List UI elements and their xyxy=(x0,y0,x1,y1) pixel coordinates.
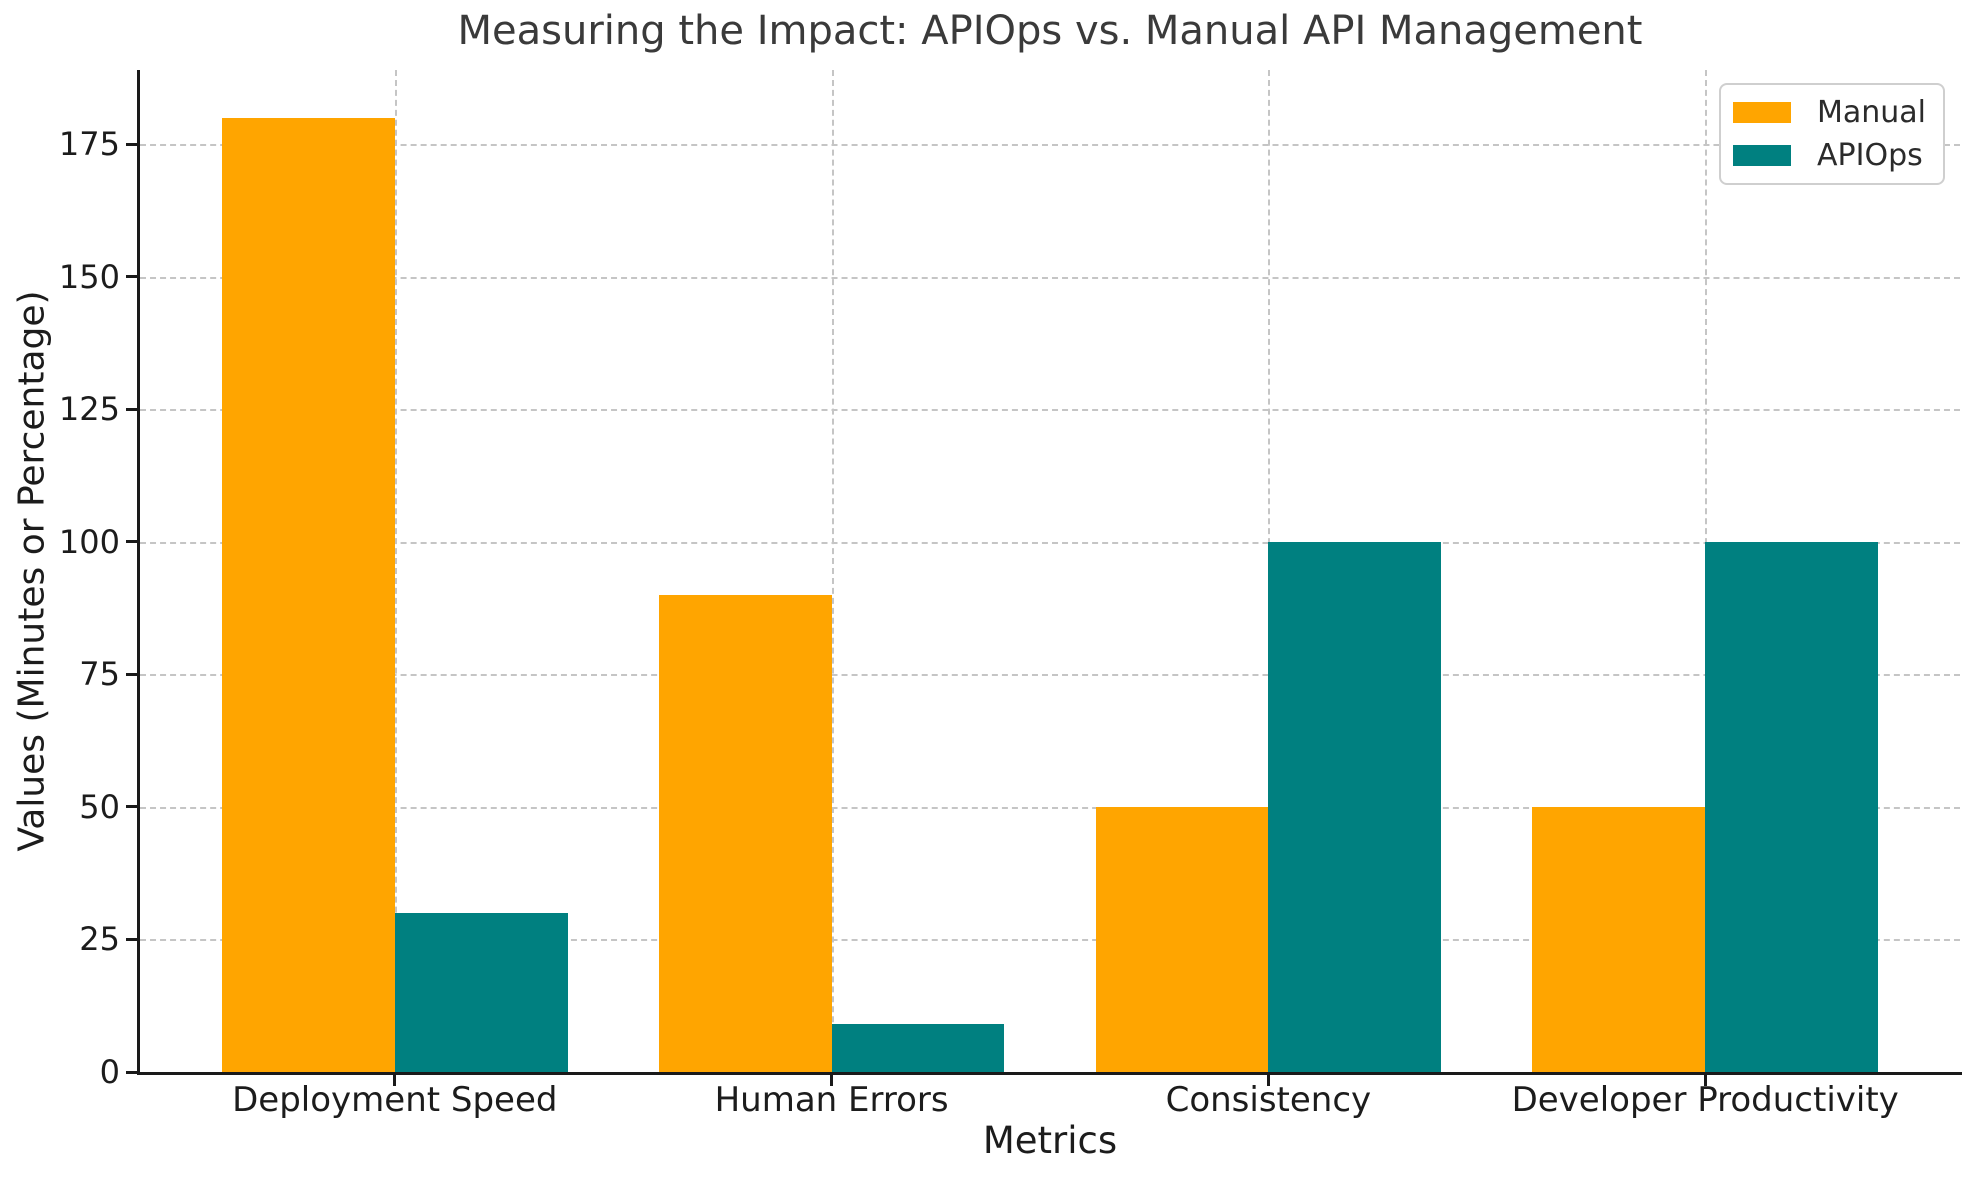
y-tick-mark-75 xyxy=(126,672,137,676)
legend-swatch-manual-icon xyxy=(1733,102,1791,123)
v-gridline-deployment-speed xyxy=(394,70,397,1072)
y-tick-mark-125 xyxy=(126,407,137,411)
h-gridline-100 xyxy=(140,541,1960,544)
legend: Manual APIOps xyxy=(1719,83,1945,185)
x-tick-mark-developer-productivity xyxy=(1703,1075,1707,1086)
chart-title: Measuring the Impact: APIOps vs. Manual … xyxy=(457,8,1643,54)
h-gridline-25 xyxy=(140,939,1960,942)
y-tick-label: 150 xyxy=(58,257,120,296)
legend-row-manual: Manual xyxy=(1733,94,1927,131)
y-tick-label: 0 xyxy=(99,1053,120,1091)
bar-apiops-deployment-speed xyxy=(394,912,568,1072)
y-tick-label: 75 xyxy=(79,655,120,694)
y-tick-mark-150 xyxy=(126,275,137,279)
bar-manual-developer-productivity xyxy=(1532,806,1706,1072)
v-gridline-human-errors xyxy=(831,70,834,1072)
x-tick-label: Deployment Speed xyxy=(232,1080,558,1120)
bar-manual-consistency xyxy=(1095,806,1269,1072)
y-tick-mark-0 xyxy=(126,1070,137,1074)
y-tick-mark-100 xyxy=(126,540,137,544)
x-tick-label: Developer Productivity xyxy=(1511,1080,1899,1120)
y-axis-spine xyxy=(137,70,140,1075)
y-tick-label: 25 xyxy=(79,920,120,959)
y-axis-label: Values (Minutes or Percentage) xyxy=(11,290,53,852)
plot-area: Manual APIOps xyxy=(140,70,1960,1072)
y-tick-label: 50 xyxy=(79,787,120,826)
bar-manual-deployment-speed xyxy=(221,117,395,1072)
legend-label: Manual xyxy=(1817,95,1927,130)
x-axis-label: Metrics xyxy=(982,1119,1118,1162)
x-tick-mark-deployment-speed xyxy=(393,1075,397,1086)
h-gridline-125 xyxy=(140,409,1960,412)
y-tick-mark-50 xyxy=(126,805,137,809)
legend-label: APIOps xyxy=(1817,138,1923,173)
x-axis-spine xyxy=(137,1072,1962,1075)
x-tick-mark-human-errors xyxy=(830,1075,834,1086)
bar-apiops-human-errors xyxy=(831,1024,1005,1072)
bar-manual-human-errors xyxy=(658,594,832,1072)
y-tick-label: 125 xyxy=(58,390,120,429)
bar-apiops-developer-productivity xyxy=(1705,541,1879,1072)
x-tick-label: Human Errors xyxy=(714,1080,949,1120)
h-gridline-150 xyxy=(140,276,1960,279)
y-tick-label: 100 xyxy=(58,522,120,561)
h-gridline-75 xyxy=(140,674,1960,677)
y-tick-mark-175 xyxy=(126,142,137,146)
x-tick-mark-consistency xyxy=(1266,1075,1270,1086)
y-tick-label: 175 xyxy=(58,125,120,164)
y-tick-mark-25 xyxy=(126,937,137,941)
h-gridline-50 xyxy=(140,806,1960,809)
x-tick-label: Consistency xyxy=(1165,1080,1372,1120)
legend-row-apiops: APIOps xyxy=(1733,137,1927,174)
h-gridline-175 xyxy=(140,144,1960,147)
bar-apiops-consistency xyxy=(1268,541,1442,1072)
legend-swatch-apiops-icon xyxy=(1733,145,1791,166)
